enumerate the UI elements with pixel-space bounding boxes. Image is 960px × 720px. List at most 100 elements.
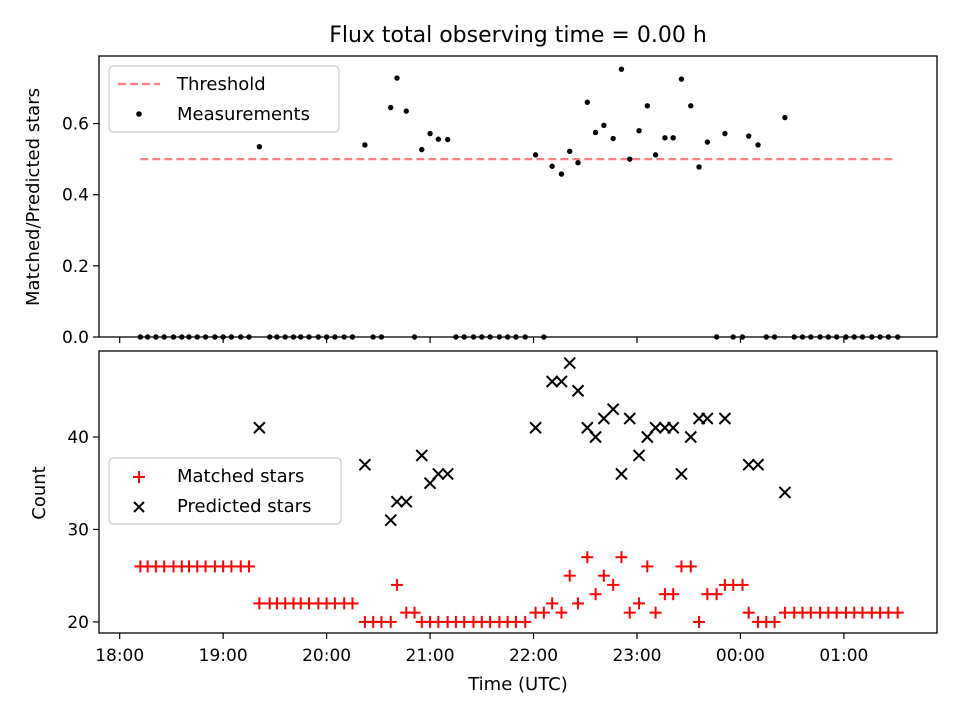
predicted-star-point (597, 412, 611, 425)
predicted-star-b (589, 430, 602, 444)
predicted-star-b (253, 421, 266, 434)
measurement-point (696, 164, 702, 170)
legend-measurements-swatch (136, 111, 142, 117)
top-chart-title: Flux total observing time = 0.00 h (329, 23, 707, 48)
predicted-star-b (666, 421, 680, 434)
predicted-star-point (555, 375, 568, 388)
predicted-star-point (615, 467, 628, 481)
matched-star-point (253, 597, 266, 610)
predicted-stars-points (253, 356, 792, 527)
predicted-star-b (623, 412, 636, 425)
matched-star-point (572, 597, 585, 610)
matched-star-point (710, 588, 723, 601)
ratio-y-tick-label: 0.4 (62, 186, 89, 206)
count-y-tick-label: 40 (67, 428, 89, 448)
predicted-star-b (742, 458, 755, 471)
measurement-point (670, 135, 676, 141)
predicted-star-b (384, 513, 397, 527)
measurement-point (652, 152, 659, 158)
count-legend-box (108, 457, 342, 525)
measurement-point (688, 103, 694, 109)
measurement-point (388, 104, 394, 111)
predicted-star-point (684, 430, 697, 444)
predicted-star-b (529, 421, 542, 434)
ratio-legend: Threshold Measurements (108, 65, 340, 133)
count-y-axis-label: Count (29, 466, 50, 519)
matched-star-point (384, 615, 397, 628)
count-x-tick-label: 19:00 (199, 646, 248, 666)
predicted-star-b (390, 495, 404, 508)
legend-predicted-swatch (133, 501, 145, 513)
matched-star-point (589, 588, 602, 601)
measurement-point (704, 139, 711, 145)
count-x-tick-label: 20:00 (302, 646, 351, 666)
measurement-point (678, 76, 685, 82)
measurement-point (256, 144, 263, 150)
measurement-point (558, 171, 565, 177)
measurement-point (662, 135, 668, 141)
matched-star-point (684, 560, 697, 573)
ratio-y-ticks: 0.0 0.2 0.4 0.6 (62, 115, 99, 348)
predicted-star-b (555, 375, 568, 388)
matched-star-point (768, 615, 781, 628)
predicted-star-b (358, 458, 372, 471)
predicted-star-point (778, 486, 792, 499)
measurement-point (636, 127, 642, 134)
matched-star-point (633, 597, 646, 610)
count-x-ticks: 18:00 19:00 20:00 21:00 22:00 23:00 00:00 01:00 (95, 633, 868, 666)
measurement-point (592, 129, 599, 136)
matched-star-point (693, 615, 706, 628)
measurement-point (746, 133, 752, 139)
matched-star-point (736, 578, 749, 591)
measurement-point (610, 135, 616, 142)
count-x-tick-label: 22:00 (509, 646, 558, 666)
matched-star-point (408, 606, 421, 619)
matched-star-point (519, 615, 532, 628)
matched-star-point (649, 606, 662, 619)
predicted-star-b (675, 467, 688, 481)
measurement-point (627, 156, 633, 162)
predicted-star-point (563, 356, 576, 370)
measurement-point (403, 108, 409, 114)
predicted-star-point (571, 384, 585, 397)
matched-star-point (615, 551, 628, 564)
matched-star-point (563, 569, 576, 582)
predicted-star-b (615, 467, 628, 481)
predicted-star-b (684, 430, 697, 444)
predicted-star-point (606, 403, 620, 416)
predicted-star-point (432, 467, 445, 481)
predicted-star-b (649, 421, 662, 434)
predicted-star-point (632, 449, 646, 462)
predicted-star-point (253, 421, 266, 434)
matched-star-point (537, 606, 550, 619)
legend-matched-label: Matched stars (177, 466, 304, 487)
predicted-star-b (563, 356, 576, 370)
ratio-panel: 0.0 0.2 0.4 0.6 Matched/Predicted stars Thr… (23, 55, 938, 348)
measurement-point (549, 163, 555, 169)
legend-measurements-label: Measurements (177, 104, 310, 125)
ratio-y-tick-label: 0.0 (62, 328, 89, 348)
measurement-point (435, 136, 442, 142)
predicted-star-b (751, 458, 765, 471)
predicted-star-point (666, 421, 680, 434)
predicted-star-point (718, 412, 732, 425)
ratio-y-tick-label: 0.6 (62, 115, 89, 135)
count-panel: 20 30 40 18:00 19:00 20:00 21:00 22:00 23:00 00:… (29, 350, 938, 695)
legend-predicted-label: Predicted stars (177, 496, 311, 517)
predicted-star-point (623, 412, 636, 425)
x-axis-label: Time (UTC) (467, 674, 568, 695)
legend-matched-swatch (133, 471, 145, 483)
predicted-star-point (701, 412, 714, 425)
matched-star-point (346, 597, 359, 610)
matched-star-point (390, 578, 403, 591)
measurement-point (755, 142, 761, 148)
ratio-y-axis-label: Matched/Predicted stars (23, 88, 44, 306)
count-legend: Matched stars Predicted stars (108, 457, 342, 525)
measurement-point (584, 99, 591, 105)
predicted-star-point (675, 467, 688, 481)
ratio-y-tick-label: 0.2 (62, 257, 89, 277)
count-x-tick-label: 00:00 (716, 646, 765, 666)
measurement-point (427, 130, 433, 137)
predicted-star-point (441, 467, 454, 481)
